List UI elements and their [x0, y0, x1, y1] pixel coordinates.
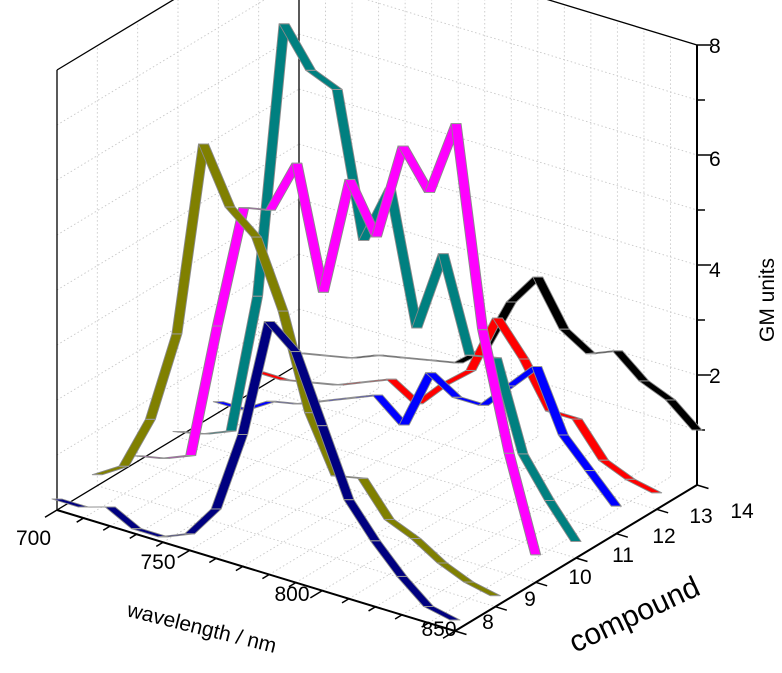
- y-major-tick: [454, 630, 467, 636]
- floor-grid-line: [137, 460, 536, 583]
- x-minor-tick: [102, 525, 111, 531]
- back-wall-grid-line: [298, 88, 698, 211]
- series-compound-12: [212, 366, 622, 507]
- y-tick-label: 14: [730, 500, 754, 523]
- x-minor-tick: [76, 517, 84, 523]
- x-minor-tick: [235, 565, 244, 572]
- y-tick-label: 13: [689, 505, 712, 528]
- floor-grid-line: [215, 412, 459, 559]
- z-tick-label: 4: [709, 259, 721, 282]
- ribbon-segment: [436, 562, 475, 583]
- frame-edge: [56, 0, 175, 71]
- y-tick-label: 11: [612, 544, 634, 567]
- y-major-tick: [656, 508, 669, 514]
- floor-grid-line: [242, 420, 485, 567]
- floor-grid-line: [97, 485, 496, 608]
- x-major-tick: [177, 549, 191, 559]
- x-minor-tick: [288, 581, 297, 588]
- x-axis-line: [56, 509, 456, 632]
- x-minor-tick: [368, 606, 376, 612]
- ribbon-segment: [343, 499, 381, 542]
- ribbon-segment: [131, 528, 169, 538]
- y-tick-label: 12: [652, 525, 675, 548]
- x-minor-tick: [208, 557, 217, 564]
- x-minor-tick: [341, 598, 350, 604]
- floor-grid-line: [136, 387, 379, 535]
- series-compound-14: [293, 276, 703, 431]
- floor-grid-line: [218, 412, 617, 535]
- floor-grid-line: [295, 436, 539, 583]
- floor-grid-line: [189, 403, 432, 551]
- chart-walls: [57, 0, 697, 510]
- y-tick-label: 8: [482, 611, 494, 634]
- back-wall-grid-line: [298, 253, 698, 376]
- series-compound-8: [51, 321, 461, 621]
- z-tick-label: 8: [709, 35, 721, 58]
- ribbon-segment: [316, 425, 355, 501]
- y-tick-label: 10: [568, 566, 591, 589]
- y-major-tick: [495, 605, 508, 611]
- back-wall-grid-line: [298, 143, 698, 266]
- back-wall: [299, 0, 697, 485]
- z-tick-label: 6: [709, 148, 721, 171]
- floor-grid-line: [177, 436, 577, 559]
- x-major-tick: [309, 590, 323, 599]
- x-minor-tick: [155, 541, 164, 548]
- x-tick-label: 800: [274, 583, 309, 606]
- x-minor-tick: [129, 533, 137, 539]
- floor-grid-line: [258, 387, 657, 510]
- ribbon-segment: [383, 518, 422, 539]
- series-compound-10: [132, 123, 542, 556]
- x-minor-tick: [394, 614, 403, 620]
- x-tick-label: 700: [16, 527, 51, 550]
- left-wall-grid-line: [56, 33, 300, 181]
- chart-ticks: [44, 44, 711, 639]
- back-wall-grid-line: [298, 33, 698, 156]
- left-wall-grid-line: [56, 88, 300, 236]
- x-minor-tick: [421, 622, 429, 628]
- x-minor-tick: [262, 573, 270, 580]
- y-major-tick: [616, 532, 629, 538]
- ribbon-segment: [210, 434, 249, 510]
- y-major-tick: [575, 557, 588, 563]
- frame-edge: [546, 0, 698, 46]
- ribbon-segment: [396, 575, 434, 607]
- ribbon-segment: [357, 477, 395, 520]
- left-wall-grid-line: [56, 308, 300, 456]
- x-tick-label: 850: [421, 618, 456, 641]
- y-tick-label: 9: [524, 588, 536, 611]
- ribbon-segment: [463, 581, 501, 597]
- z-axis-title: GM units: [756, 258, 779, 342]
- x-major-tick: [44, 509, 58, 518]
- ribbon-segment: [369, 540, 408, 577]
- x-axis-title: wavelength / nm: [124, 598, 279, 658]
- floor-grid-line: [269, 428, 512, 575]
- z-tick-label: 2: [709, 365, 721, 388]
- x-major-tick: [442, 630, 456, 639]
- y-major-tick: [696, 484, 709, 490]
- ribbon-segment: [624, 478, 663, 494]
- floor-grid-line: [162, 395, 406, 543]
- ribbon-segment: [184, 508, 222, 535]
- x-tick-label: 750: [140, 551, 175, 574]
- back-wall-grid-line: [298, 308, 698, 431]
- y-major-tick: [535, 581, 548, 587]
- floor-grid-line: [83, 371, 326, 519]
- chart-series: [51, 23, 703, 621]
